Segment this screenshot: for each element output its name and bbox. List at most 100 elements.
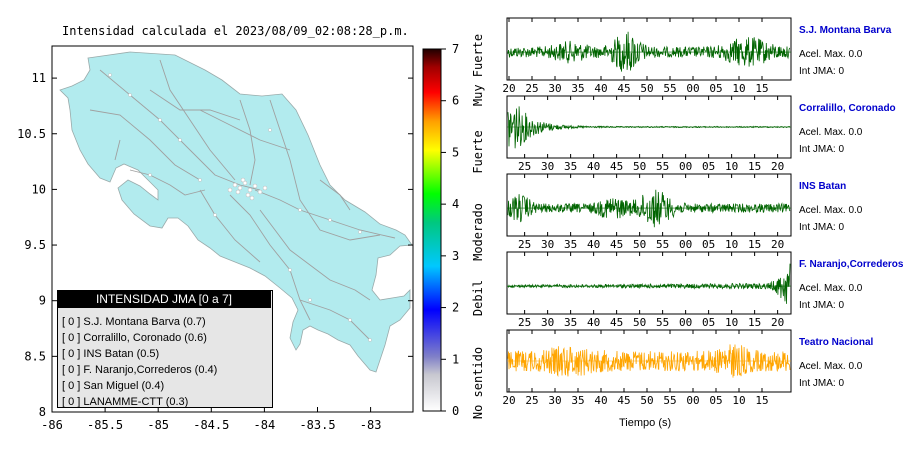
seismogram-tick-label: 40	[587, 238, 600, 251]
seismogram-tick-label: 45	[617, 82, 630, 95]
seismogram-tick-label: 40	[587, 316, 600, 329]
seismogram-tick-label: 25	[525, 82, 538, 95]
colorbar-tick-label: 2	[452, 301, 459, 315]
map-y-tick-label: 11	[32, 71, 46, 85]
station-dots	[108, 73, 372, 342]
seismogram-tick-label: 20	[502, 394, 515, 407]
seismogram-tick-label: 25	[518, 316, 531, 329]
seismogram-tick-label: 00	[686, 394, 699, 407]
seismogram-tick-label: 50	[633, 160, 646, 173]
seismogram-tick-label: 55	[656, 160, 669, 173]
colorbar-tick-label: 4	[452, 197, 459, 211]
seismogram-tick-label: 30	[541, 316, 554, 329]
map-y-tick-label: 8.5	[24, 349, 46, 363]
station-accel: Acel. Max. 0.0	[799, 205, 863, 216]
colorbar-tick-label: 0	[452, 404, 459, 418]
seismogram-tick-label: 20	[771, 160, 784, 173]
road-network	[89, 59, 396, 341]
map-y-tick-label: 9	[39, 294, 46, 308]
map-y-tick-label: 10.5	[17, 127, 46, 141]
legend-item: [ 0 ] S.J. Montana Barva (0.7)	[62, 316, 206, 328]
legend-item: [ 0 ] INS Batan (0.5)	[62, 348, 160, 360]
seismogram-tick-label: 05	[702, 238, 715, 251]
station-int: Int JMA: 0	[799, 144, 845, 155]
seismogram-tick-label: 15	[755, 82, 768, 95]
map-y-tick-label: 8	[39, 405, 46, 419]
station-name: INS Batan	[799, 181, 847, 192]
seismogram-tick-label: 10	[732, 394, 745, 407]
map-x-tick-label: -85.5	[87, 418, 123, 432]
legend-box	[57, 290, 273, 408]
station-name: Teatro Nacional	[799, 337, 874, 348]
seismogram-tick-label: 00	[679, 238, 692, 251]
station-int: Int JMA: 0	[799, 222, 845, 233]
seismogram-tick-label: 30	[548, 394, 561, 407]
seismogram-tick-label: 45	[610, 160, 623, 173]
seismogram-tick-label: 10	[732, 82, 745, 95]
map-y-tick-label: 10	[32, 182, 46, 196]
seismogram-trace	[507, 31, 791, 72]
seismogram-tick-label: 10	[725, 238, 738, 251]
seismogram-tick-label: 35	[571, 82, 584, 95]
colorbar-tick-label: 5	[452, 145, 459, 159]
seismogram-tick-label: 55	[656, 238, 669, 251]
seismogram-trace	[507, 344, 791, 378]
seismogram-tick-label: 25	[518, 238, 531, 251]
legend-item: [ 0 ] F. Naranjo,Correderos (0.4)	[62, 364, 218, 376]
seismogram-tick-label: 05	[709, 394, 722, 407]
seismogram-tick-label: 25	[525, 394, 538, 407]
map-x-tick-label: -85	[147, 418, 169, 432]
seismogram-tick-label: 30	[548, 82, 561, 95]
seismogram-tick-label: 40	[587, 160, 600, 173]
seismogram-tick-label: 55	[663, 82, 676, 95]
legend-item: [ 0 ] San Miguel (0.4)	[62, 380, 165, 392]
station-int: Int JMA: 0	[799, 66, 845, 77]
seismogram-tick-label: 05	[702, 160, 715, 173]
seismogram-tick-label: 20	[771, 238, 784, 251]
map-x-tick-label: -84.5	[193, 418, 229, 432]
seismogram-frame	[506, 251, 792, 315]
station-accel: Acel. Max. 0.0	[799, 283, 863, 294]
seismogram-tick-label: 15	[755, 394, 768, 407]
station-name: S.J. Montana Barva	[799, 25, 892, 36]
legend-item: [ 0 ] Corralillo, Coronado (0.6)	[62, 332, 207, 344]
seismogram-tick-label: 00	[686, 82, 699, 95]
map-x-tick-label: -83.5	[299, 418, 335, 432]
legend-item: [ 0 ] LANAMME-CTT (0.3)	[62, 396, 189, 408]
seismogram-tick-label: 15	[748, 238, 761, 251]
seismogram-tick-label: 20	[502, 82, 515, 95]
seismogram-tick-label: 35	[564, 316, 577, 329]
legend-title: INTENSIDAD JMA [0 a 7]	[57, 290, 271, 308]
seismogram-tick-label: 40	[594, 82, 607, 95]
seismogram-tick-label: 50	[640, 394, 653, 407]
seismogram-tick-label: 35	[564, 160, 577, 173]
station-int: Int JMA: 0	[799, 378, 845, 389]
seismogram-tick-label: 50	[640, 82, 653, 95]
colorbar-tick-label: 7	[452, 42, 459, 56]
seismogram-tick-label: 20	[771, 316, 784, 329]
seismogram-tick-label: 30	[541, 160, 554, 173]
station-accel: Acel. Max. 0.0	[799, 49, 863, 60]
seismogram-tick-label: 45	[610, 316, 623, 329]
seismogram-tick-label: 05	[709, 82, 722, 95]
station-accel: Acel. Max. 0.0	[799, 127, 863, 138]
seismogram-tick-label: 00	[679, 160, 692, 173]
colorbar	[422, 48, 442, 412]
seismogram-tick-label: 30	[541, 238, 554, 251]
map-y-tick-label: 9.5	[24, 238, 46, 252]
colorbar-tick-label: 6	[452, 94, 459, 108]
seismogram-trace	[507, 189, 791, 228]
colorbar-tick-label: 3	[452, 249, 459, 263]
station-accel: Acel. Max. 0.0	[799, 361, 863, 372]
seismogram-tick-label: 10	[725, 316, 738, 329]
seismogram-tick-label: 25	[518, 160, 531, 173]
colorbar-tick-label: 1	[452, 352, 459, 366]
station-name: Corralillo, Coronado	[799, 103, 896, 114]
map-x-tick-label: -84	[254, 418, 276, 432]
x-axis-label: Tiempo (s)	[619, 417, 672, 429]
seismogram-tick-label: 40	[594, 394, 607, 407]
seismogram-tick-label: 00	[679, 316, 692, 329]
seismogram-tick-label: 45	[610, 238, 623, 251]
map-x-tick-label: -83	[360, 418, 382, 432]
seismogram-tick-label: 50	[633, 316, 646, 329]
